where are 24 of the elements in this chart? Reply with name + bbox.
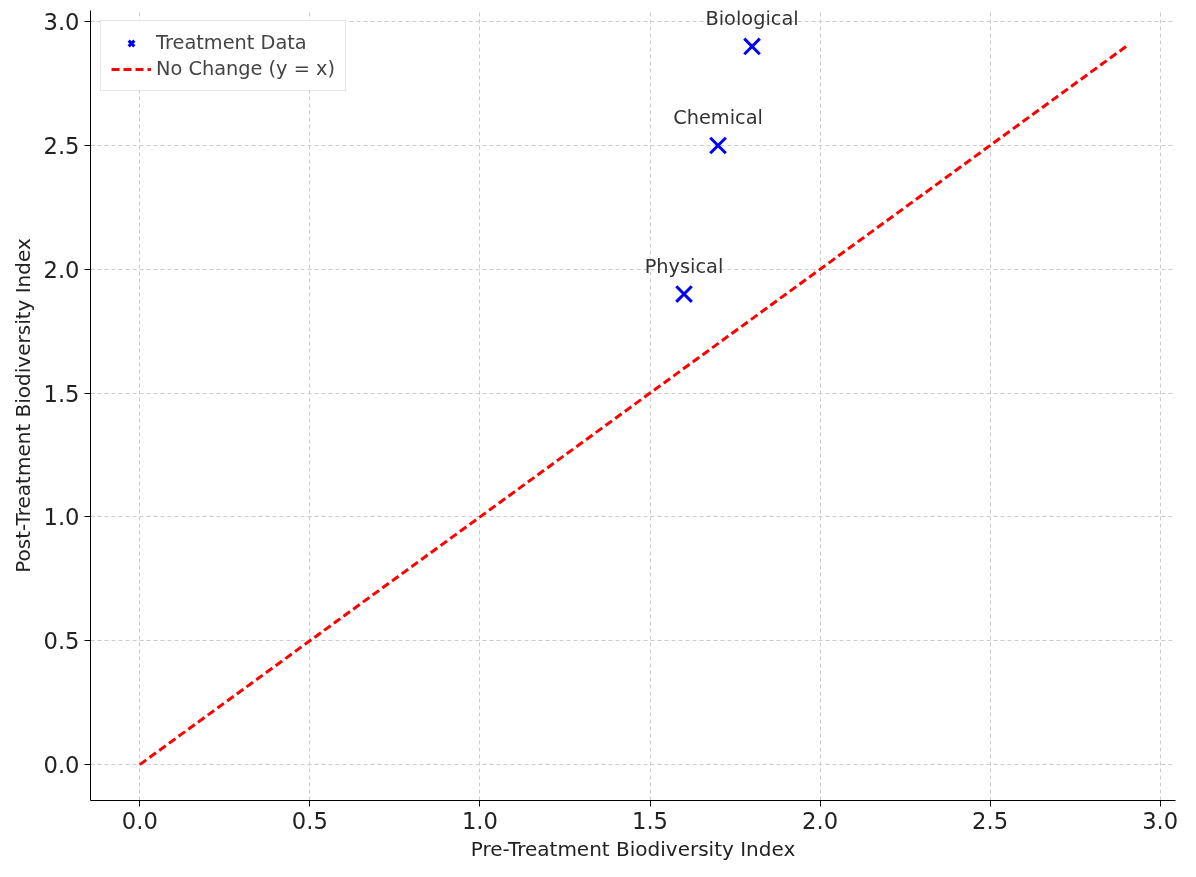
y-tick-label: 2.0 (43, 256, 80, 283)
y-axis-title: Post-Treatment Biodiversity Index (11, 238, 36, 573)
y-tick-label: 1.0 (43, 504, 80, 531)
y-tick-label: 3.0 (43, 9, 80, 36)
x-tick-label: 2.0 (802, 807, 839, 834)
point (708, 136, 728, 155)
annotation: Biological (705, 7, 799, 31)
x-tick-label: 1.0 (461, 807, 498, 834)
y-tick-label: 0.5 (43, 628, 80, 655)
legend-label: Treatment Data (156, 31, 307, 54)
y-tick-label: 1.5 (43, 380, 80, 407)
annotation: Physical (644, 255, 724, 279)
annotation: Chemical (673, 106, 763, 130)
point (742, 37, 762, 56)
legend-label: No Change (y = x) (156, 57, 336, 80)
x-tick-label: 2.5 (972, 807, 1009, 834)
x-tick-label: 3.0 (1142, 807, 1179, 834)
y-tick-label: 2.5 (43, 132, 80, 159)
x-tick-label: 0.5 (291, 807, 328, 834)
x-tick-label: 1.5 (631, 807, 669, 834)
point (674, 284, 694, 304)
x-tick-label: 0.0 (121, 807, 158, 834)
x-axis-title: Pre-Treatment Biodiversity Index (470, 836, 796, 861)
y-tick-label: 0.0 (43, 752, 80, 779)
